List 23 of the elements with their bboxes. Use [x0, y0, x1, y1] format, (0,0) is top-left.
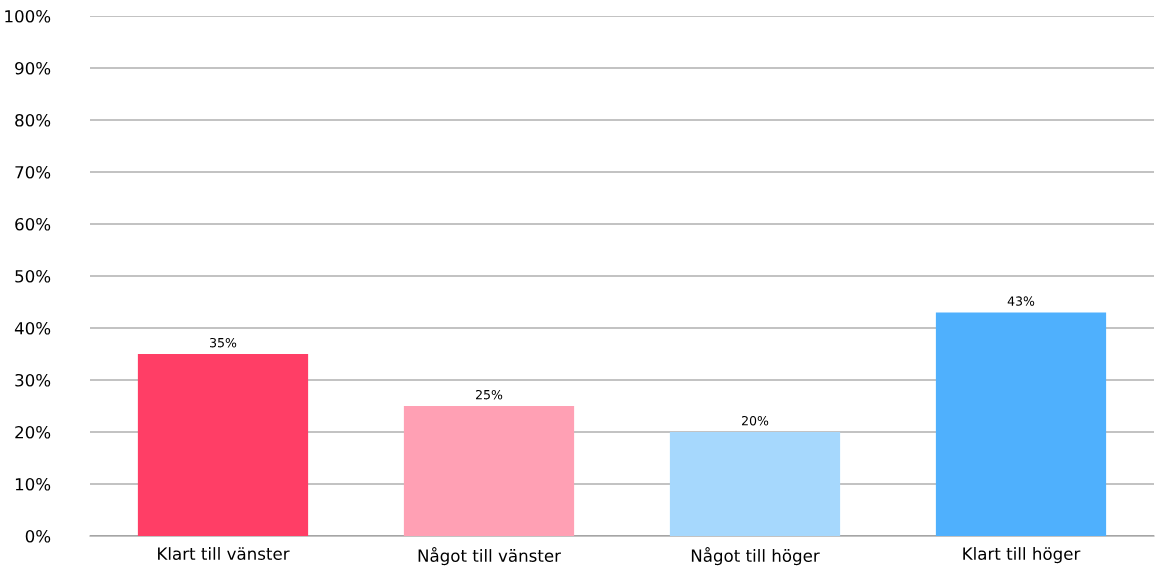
- y-tick-label: 70%: [15, 165, 51, 179]
- data-label: 20%: [742, 415, 769, 426]
- bar: [137, 354, 309, 536]
- y-tick-label: 10%: [15, 477, 51, 491]
- data-label: 43%: [1007, 296, 1035, 306]
- data-label: 35%: [210, 337, 237, 348]
- y-tick-label: 100%: [5, 9, 51, 23]
- y-tick-label: 0%: [25, 529, 51, 543]
- y-tick-label: 40%: [14, 321, 51, 335]
- data-label: 25%: [476, 389, 503, 400]
- y-tick-label: 20%: [15, 425, 51, 439]
- x-tick-label: Något till vänster: [418, 547, 561, 566]
- y-tick-label: 50%: [15, 269, 51, 283]
- x-tick-label: Klart till vänster: [158, 547, 290, 561]
- x-tick-label: Något till höger: [691, 547, 820, 566]
- y-tick-label: 90%: [15, 61, 51, 75]
- bar: [669, 432, 841, 536]
- y-tick-label: 30%: [15, 373, 51, 387]
- y-tick-label: 60%: [15, 217, 51, 231]
- x-tick-label: Klart till höger: [963, 547, 1081, 564]
- bar: [403, 406, 575, 536]
- bar: [935, 312, 1107, 536]
- y-tick-label: 80%: [15, 113, 51, 127]
